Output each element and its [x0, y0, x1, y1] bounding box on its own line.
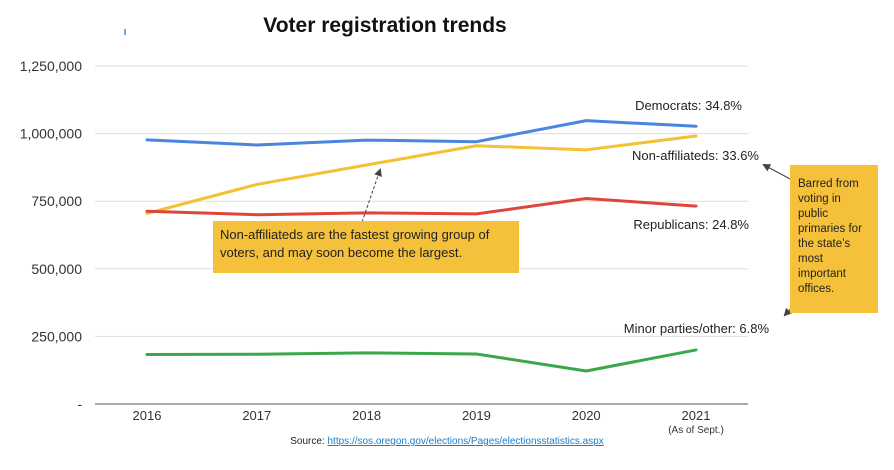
series-line-non-affiliateds [145, 134, 698, 215]
x-tick-label: 2019 [462, 408, 491, 423]
annotation-side: Barred from voting in public primaries f… [790, 165, 878, 313]
series-lines [145, 119, 698, 373]
source-line: Source: https://sos.oregon.gov/elections… [0, 436, 894, 447]
y-tick-label: 750,000 [31, 193, 82, 209]
y-tick-label: 250,000 [31, 328, 82, 344]
y-tick-label: - [77, 396, 82, 412]
chart-title: Voter registration trends [263, 14, 507, 37]
x-tick-label: 2018 [352, 408, 381, 423]
side-note-arrow-up [762, 164, 793, 181]
series-label-minor-parties-other: Minor parties/other: 6.8% [624, 321, 770, 336]
series-line-republicans [145, 196, 698, 217]
series-labels: Democrats: 34.8% Non-affiliateds: 33.6% Re… [124, 29, 770, 336]
y-axis-ticks: - 250,000 500,000 750,000 1,000,000 1,250,000 [20, 58, 83, 412]
source-link[interactable]: https://sos.oregon.gov/elections/Pages/e… [327, 436, 604, 447]
series-label-democrats: Democrats: 34.8% [635, 98, 742, 113]
y-tick-label: 500,000 [31, 261, 82, 277]
series-line-minor-parties-other [145, 348, 698, 373]
x-tick-label: 2021 [682, 408, 711, 423]
x-tick-sublabel: (As of Sept.) [668, 425, 724, 436]
annotation-main: Non-affiliateds are the fastest growing … [213, 221, 519, 273]
series-label-non-affiliateds: Non-affiliateds: 33.6% [632, 148, 759, 163]
y-tick-label: 1,000,000 [20, 126, 82, 142]
source-prefix: Source: [290, 436, 328, 447]
y-tick-label: 1,250,000 [20, 58, 82, 74]
x-tick-label: 2020 [572, 408, 601, 423]
series-label-republicans: Republicans: 24.8% [633, 217, 749, 232]
x-axis-ticks: 2016 2017 2018 2019 2020 2021 (As of Sept.) [133, 408, 724, 436]
x-tick-label: 2016 [133, 408, 162, 423]
main-note-arrow [361, 168, 382, 223]
x-tick-label: 2017 [242, 408, 271, 423]
series-line-democrats [145, 119, 698, 147]
